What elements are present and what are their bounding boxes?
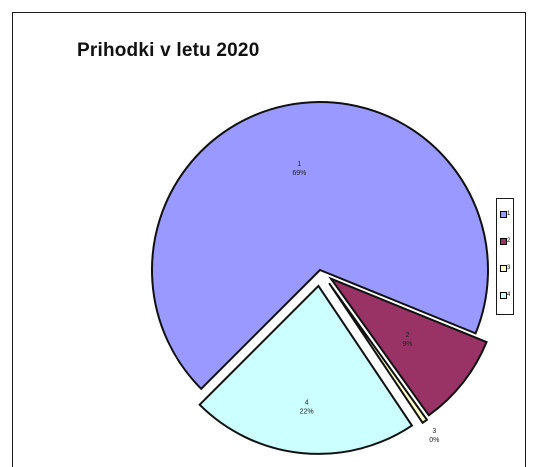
slice-percent-label: 9% (402, 341, 412, 348)
slice-label-2: 29% (402, 332, 412, 348)
pie-slice-3 (328, 282, 429, 425)
slice-category-label: 3 (432, 428, 436, 435)
slice-percent-label: 22% (300, 408, 314, 415)
chart-title: Prihodki v letu 2020 (77, 40, 260, 61)
legend-item-1: 1 (500, 209, 514, 219)
legend-swatch (500, 238, 507, 245)
legend-item-4: 4 (500, 290, 514, 300)
legend-label: 2 (507, 238, 511, 244)
slice-label-3: 30% (429, 428, 439, 444)
slice-category-label: 1 (297, 161, 301, 168)
legend-label: 4 (507, 292, 511, 298)
legend-swatch (500, 265, 507, 272)
slice-category-label: 4 (305, 399, 309, 406)
legend-item-2: 2 (500, 236, 514, 246)
slice-percent-label: 69% (292, 170, 306, 177)
legend-swatch (500, 211, 507, 218)
legend-label: 3 (507, 265, 511, 271)
pie-slice-1 (151, 101, 489, 391)
slice-label-4: 422% (300, 399, 314, 415)
slice-label-1: 169% (292, 161, 306, 177)
slice-percent-label: 0% (429, 437, 439, 444)
pie-slice-4 (198, 284, 414, 455)
legend-label: 1 (507, 211, 511, 217)
legend-item-3: 3 (500, 263, 514, 273)
legend: 1 2 3 4 (496, 198, 514, 315)
pie-slice-2 (328, 276, 488, 417)
slice-category-label: 2 (406, 332, 410, 339)
legend-swatch (500, 292, 507, 299)
